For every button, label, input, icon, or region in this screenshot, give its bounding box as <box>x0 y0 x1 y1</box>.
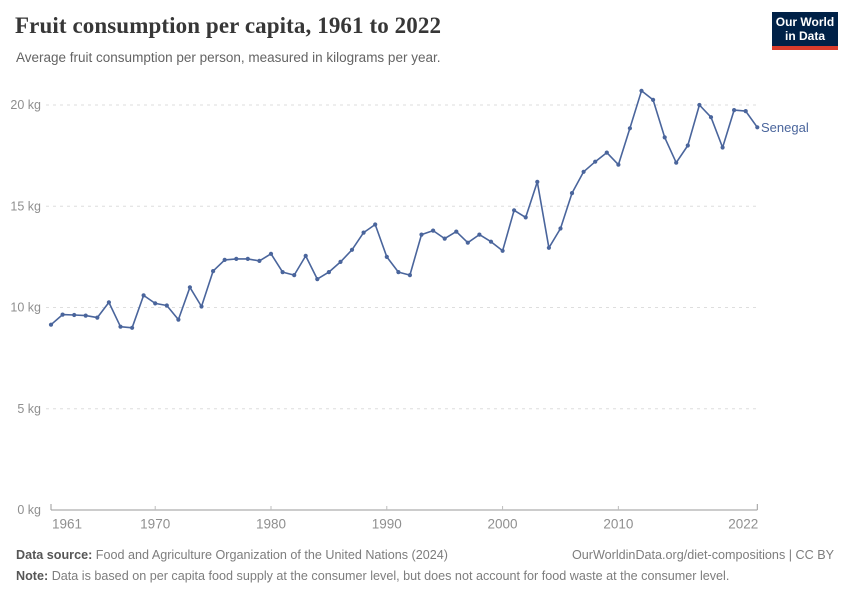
data-point-1990[interactable] <box>384 254 389 259</box>
data-point-1963[interactable] <box>72 312 77 318</box>
y-tick-label: 15 kg <box>10 199 41 213</box>
data-point-2018[interactable] <box>708 115 714 120</box>
data-point-1961[interactable] <box>48 322 54 327</box>
data-source-text: Data source: Food and Agriculture Organi… <box>16 548 448 562</box>
data-point-1991[interactable] <box>396 270 401 275</box>
note-text: Note: Data is based on per capita food s… <box>16 569 730 583</box>
x-tick-label: 1980 <box>256 517 286 532</box>
note-label: Note: <box>16 569 49 583</box>
owid-url-license[interactable]: OurWorldinData.org/diet-compositions | C… <box>571 548 834 562</box>
data-point-2007[interactable] <box>581 169 586 174</box>
y-tick-label: 10 kg <box>10 301 41 315</box>
data-point-2003[interactable] <box>535 179 540 184</box>
y-tick-label: 0 kg <box>17 503 41 517</box>
x-tick-label: 2010 <box>603 517 633 532</box>
data-point-1981[interactable] <box>280 270 285 275</box>
data-point-2000[interactable] <box>500 248 505 253</box>
data-source-label: Data source: <box>16 548 93 562</box>
data-point-2009[interactable] <box>604 150 609 155</box>
data-point-2014[interactable] <box>662 135 667 140</box>
data-point-1978[interactable] <box>245 256 250 261</box>
data-point-1973[interactable] <box>187 285 192 290</box>
chart-subtitle: Average fruit consumption per person, me… <box>16 50 441 65</box>
data-point-2013[interactable] <box>651 97 656 102</box>
chart-title: Fruit consumption per capita, 1961 to 20… <box>15 13 442 38</box>
series-line-senegal <box>50 90 759 329</box>
data-point-1985[interactable] <box>326 270 331 275</box>
data-point-2004[interactable] <box>546 245 552 250</box>
data-point-1979[interactable] <box>257 258 262 263</box>
x-tick-label: 1970 <box>140 517 170 532</box>
data-point-1987[interactable] <box>349 247 355 252</box>
data-point-2005[interactable] <box>558 226 563 231</box>
data-point-1976[interactable] <box>222 257 227 262</box>
x-tick-label: 1990 <box>372 517 402 532</box>
data-point-1962[interactable] <box>60 312 65 317</box>
data-point-1999[interactable] <box>488 239 494 244</box>
data-point-2006[interactable] <box>569 191 575 196</box>
data-point-1972[interactable] <box>176 317 181 322</box>
series-label-senegal: Senegal <box>761 120 809 135</box>
data-point-1980[interactable] <box>268 251 274 256</box>
data-point-2008[interactable] <box>593 159 598 164</box>
line-chart-canvas[interactable]: 0 kg 5 kg 10 kg 15 kg 20 kg 1961 1970 1980 1990 2… <box>0 0 850 545</box>
data-point-1967[interactable] <box>118 324 123 329</box>
data-point-2021[interactable] <box>743 109 748 114</box>
owid-logo-line1: Our World <box>775 15 835 29</box>
data-point-2010[interactable] <box>616 162 621 167</box>
data-point-1998[interactable] <box>477 232 482 237</box>
data-point-1984[interactable] <box>315 277 320 282</box>
data-point-1977[interactable] <box>234 256 239 261</box>
data-point-2015[interactable] <box>674 160 679 165</box>
x-tick-label: 2022 <box>728 517 758 532</box>
data-point-1997[interactable] <box>465 240 470 245</box>
data-point-2011[interactable] <box>627 126 633 131</box>
data-point-1994[interactable] <box>431 228 436 233</box>
data-point-2020[interactable] <box>732 108 737 113</box>
data-point-2017[interactable] <box>697 102 702 108</box>
y-tick-label: 20 kg <box>10 98 41 112</box>
data-point-2016[interactable] <box>685 143 690 148</box>
data-point-1971[interactable] <box>164 303 169 308</box>
data-point-1975[interactable] <box>211 269 216 274</box>
data-point-1983[interactable] <box>303 253 308 258</box>
owid-logo[interactable]: Our World in Data <box>772 12 838 50</box>
data-point-1989[interactable] <box>373 222 378 227</box>
data-point-2012[interactable] <box>639 88 644 93</box>
data-point-1982[interactable] <box>292 273 297 278</box>
data-point-1996[interactable] <box>454 229 459 234</box>
data-point-1993[interactable] <box>419 232 424 237</box>
data-point-1992[interactable] <box>407 273 412 278</box>
data-point-1965[interactable] <box>95 315 100 320</box>
data-point-2002[interactable] <box>523 215 528 220</box>
data-point-1969[interactable] <box>141 293 146 298</box>
data-point-1966[interactable] <box>106 300 111 305</box>
data-point-1964[interactable] <box>83 313 88 318</box>
data-point-2001[interactable] <box>511 208 517 213</box>
data-point-1968[interactable] <box>130 325 135 330</box>
x-tick-label: 2000 <box>488 517 518 532</box>
data-point-2022[interactable] <box>755 125 760 130</box>
x-tick-label: 1961 <box>52 517 82 532</box>
data-point-1988[interactable] <box>361 230 366 235</box>
data-point-1974[interactable] <box>199 304 204 309</box>
owid-logo-line2: in Data <box>784 29 825 43</box>
data-point-1970[interactable] <box>153 301 158 306</box>
data-point-2019[interactable] <box>720 145 725 150</box>
y-tick-label: 5 kg <box>17 402 41 416</box>
data-point-1995[interactable] <box>442 236 447 241</box>
data-point-1986[interactable] <box>338 259 343 264</box>
